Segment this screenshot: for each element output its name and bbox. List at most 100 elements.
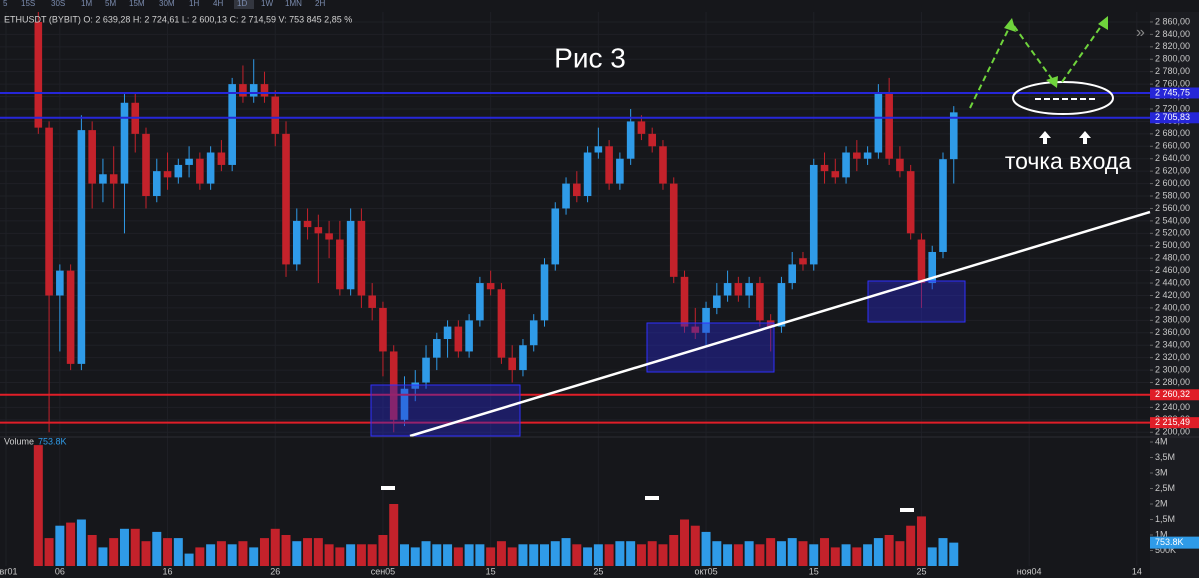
volume-bar xyxy=(270,528,280,566)
candle-body xyxy=(88,130,96,184)
volume-bar xyxy=(938,538,948,566)
candle-body xyxy=(174,164,183,178)
candle-body xyxy=(465,320,473,352)
candle-body xyxy=(863,152,872,159)
volume-bar xyxy=(356,544,366,566)
y-tick-label: 2 800,00 xyxy=(1155,54,1190,64)
level-label: 2 705,83 xyxy=(1155,112,1190,122)
candle-body xyxy=(77,130,86,364)
candle-body xyxy=(379,307,387,352)
candle-body xyxy=(756,283,764,321)
x-tick-label: ноя04 xyxy=(1017,566,1042,576)
marks xyxy=(0,12,1150,566)
volume-bar xyxy=(259,538,269,566)
candle-body xyxy=(109,174,118,184)
candle-body xyxy=(336,239,344,290)
level-label: 2 260,32 xyxy=(1155,389,1190,399)
candle-body xyxy=(680,276,689,327)
volume-bar xyxy=(98,547,108,566)
candle-body xyxy=(626,121,635,159)
toolbar-button[interactable]: 4H xyxy=(213,0,223,8)
toolbar-button[interactable]: 1D xyxy=(237,0,247,8)
volume-current: 753.8K xyxy=(38,436,67,446)
volume-bar xyxy=(733,544,743,566)
volume-bar xyxy=(55,525,65,566)
level-label-box xyxy=(1150,87,1199,99)
volume-bar xyxy=(281,535,291,566)
volume-bar xyxy=(615,541,625,566)
toolbar-button[interactable]: 1H xyxy=(189,0,199,8)
toolbar-button[interactable]: 30S xyxy=(51,0,65,8)
y-tick-label: 2 820,00 xyxy=(1155,41,1190,51)
y-tick-label: 2 360,00 xyxy=(1155,327,1190,337)
volume-bar xyxy=(927,547,937,566)
volume-bar xyxy=(583,547,593,566)
toolbar: 5 15S 30S 1M 5M 15M 30M 1H 4H 1D 1W 1MN 2H xyxy=(3,0,325,9)
volume-bar xyxy=(755,544,765,566)
candle-body xyxy=(669,183,678,277)
toolbar-button[interactable]: 15M xyxy=(129,0,145,8)
toolbar-button[interactable]: 1MN xyxy=(285,0,302,8)
volume-bar xyxy=(744,541,754,566)
y-tick-label: 2 340,00 xyxy=(1155,340,1190,350)
y-tick-label: 1,5M xyxy=(1155,514,1175,524)
candle-body xyxy=(573,183,581,197)
candle-body xyxy=(45,127,53,296)
volume-bar xyxy=(852,547,862,566)
toolbar-button[interactable]: 2H xyxy=(315,0,325,8)
candle-body xyxy=(648,133,656,147)
arrow-path xyxy=(969,25,1011,109)
volume-bar xyxy=(820,538,830,566)
volume-bar xyxy=(766,538,776,566)
level-label: 2 745,75 xyxy=(1155,87,1190,97)
candle-body xyxy=(508,357,516,371)
candle-body xyxy=(853,152,861,159)
candle-body xyxy=(885,93,893,159)
volume-bar xyxy=(130,528,140,566)
y-tick-label: 2,5M xyxy=(1155,483,1175,493)
toolbar-active xyxy=(234,0,254,9)
toolbar-button[interactable]: 1M xyxy=(81,0,92,8)
toolbar-button[interactable]: 5M xyxy=(105,0,116,8)
candle-body xyxy=(799,258,807,265)
volume-bar xyxy=(626,541,636,566)
y-tick-label: 2 640,00 xyxy=(1155,153,1190,163)
current-volume-box xyxy=(1150,536,1199,549)
y-tick-label: 2 480,00 xyxy=(1155,253,1190,263)
candle-body xyxy=(325,233,333,240)
candle-body xyxy=(228,84,236,165)
volume-bar xyxy=(529,544,539,566)
forecast-arrows xyxy=(969,21,1105,109)
y-tick-label: 2 600,00 xyxy=(1155,178,1190,188)
volume-bar xyxy=(550,541,560,566)
toolbar-button[interactable]: 15S xyxy=(21,0,35,8)
volume-bar xyxy=(593,544,603,566)
x-tick-label: 16 xyxy=(163,566,173,576)
toolbar-button[interactable]: 5 xyxy=(3,0,8,8)
candle-body xyxy=(497,289,506,358)
candle-body xyxy=(949,112,958,160)
volume-bar xyxy=(443,544,453,566)
candle-body xyxy=(723,283,732,296)
y-tick-label: 2 660,00 xyxy=(1155,141,1190,151)
volume-bar xyxy=(421,541,431,566)
candle-body xyxy=(56,270,64,296)
toolbar-button[interactable]: 30M xyxy=(159,0,175,8)
y-tick-label: 2 440,00 xyxy=(1155,277,1190,287)
candle-body xyxy=(163,171,172,178)
y-tick-label: 2 840,00 xyxy=(1155,29,1190,39)
y-tick-label: 3M xyxy=(1155,467,1168,477)
candle-body xyxy=(282,133,290,265)
volume-bar xyxy=(776,541,786,566)
volume-bar xyxy=(216,541,226,566)
y-tick-label: 4M xyxy=(1155,436,1168,446)
collapse-icon[interactable]: » xyxy=(1136,24,1145,41)
arrowhead xyxy=(1004,18,1016,32)
level-label: 2 215,49 xyxy=(1155,417,1190,427)
candle-body xyxy=(874,93,883,153)
candle-body xyxy=(99,174,107,184)
volume-bar xyxy=(884,535,894,566)
toolbar-button[interactable]: 1W xyxy=(261,0,273,8)
